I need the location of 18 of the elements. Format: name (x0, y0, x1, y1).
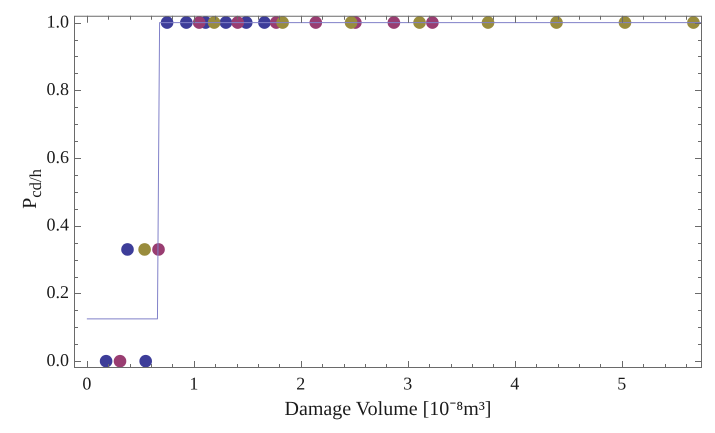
point (139, 354, 152, 368)
x-tick-label: 1 (189, 374, 198, 394)
y-tick-label: 0.4 (46, 214, 69, 234)
y-tick-label: 0.8 (46, 79, 69, 100)
point (121, 243, 134, 256)
y-tick-label: 0.2 (46, 282, 69, 302)
point (100, 354, 112, 368)
x-tick-label: 4 (510, 374, 520, 394)
point (138, 243, 151, 256)
y-tick-label: 0.0 (46, 350, 69, 370)
x-tick-label: 5 (617, 374, 626, 394)
x-tick-label: 0 (82, 374, 92, 394)
point (114, 354, 126, 368)
x-tick-label: 2 (296, 374, 306, 394)
y-tick-label: 1.0 (46, 11, 69, 32)
y-tick-label: 0.6 (46, 146, 69, 167)
x-axis-title: Damage Volume [10⁻⁸m³] (284, 398, 492, 420)
x-tick-label: 3 (403, 374, 412, 394)
